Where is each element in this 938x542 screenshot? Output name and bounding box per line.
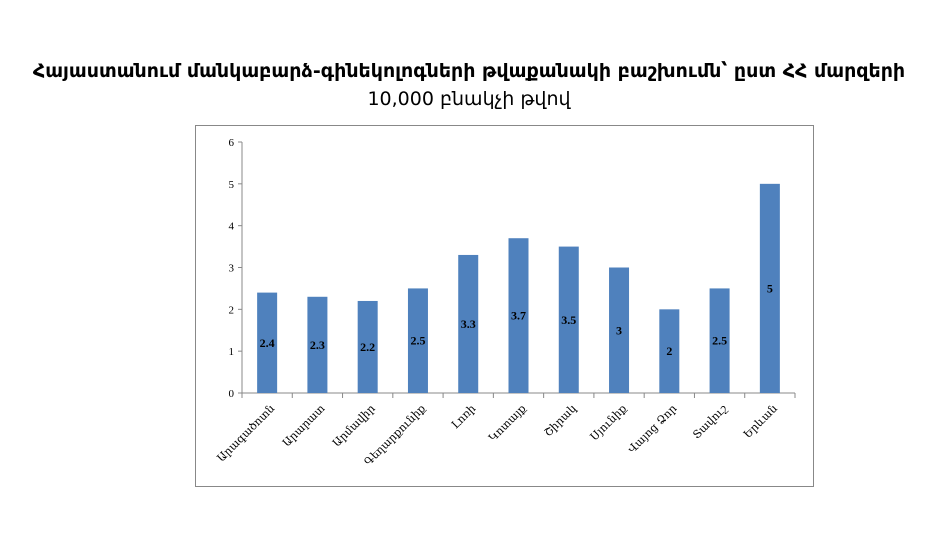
y-tick-label: 6 [229,137,235,149]
bar [558,246,579,393]
bar [407,288,428,393]
x-tick-label: Արարատ [280,402,328,450]
data-label: 3 [616,323,622,337]
data-label: 2.4 [260,336,275,350]
bar [659,309,680,393]
x-tick-label: Արագածոտն [215,402,278,465]
x-tick-label: Տավուշ [690,402,730,442]
y-tick-label: 3 [229,263,235,275]
bar [609,267,630,393]
y-tick-label: 4 [229,221,235,233]
x-tick-label: Վայոց Ձոր [625,402,679,456]
bar [458,254,479,393]
bar [759,183,780,393]
y-tick-label: 0 [229,388,235,400]
y-tick-label: 2 [229,304,235,316]
data-label: 2.5 [410,334,425,348]
data-label: 2 [666,344,672,358]
x-tick-label: Շիրակ [542,402,579,439]
bar [508,238,529,393]
bar [257,292,278,393]
x-tick-label: Լոռի [449,402,479,432]
y-tick-label: 5 [229,179,235,191]
data-label: 3.7 [511,309,526,323]
data-label: 2.5 [712,334,727,348]
chart-subtitle: 10,000 բնակչի թվով [367,88,571,110]
data-label: 2.3 [310,338,325,352]
y-tick-label: 1 [229,346,235,358]
data-label: 2.2 [360,340,375,354]
data-label: 5 [767,281,773,295]
bar [709,288,730,393]
chart-title: Հայաստանում մանկաբարձ-գինեկոլոգների թվաք… [32,60,906,82]
data-label: 3.3 [461,317,476,331]
x-tick-label: Կոտայք [486,402,528,444]
x-tick-label: Արմավիր [330,402,378,450]
bar [307,296,328,393]
data-label: 3.5 [561,313,576,327]
x-tick-label: Սյունիք [588,402,629,443]
chart-frame [195,125,814,487]
bar [357,300,378,393]
x-tick-label: Երևան [741,402,780,441]
